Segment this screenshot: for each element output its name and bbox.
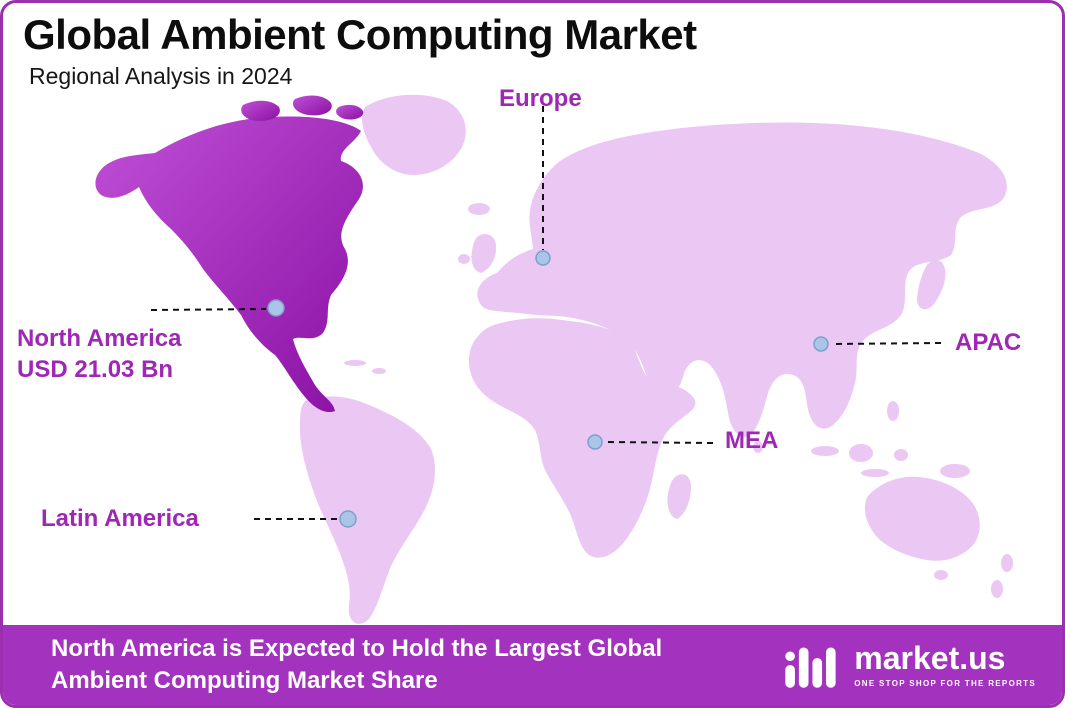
label-north-america: North America USD 21.03 Bn (17, 323, 181, 385)
region-ireland (458, 254, 470, 264)
marker-europe (535, 250, 551, 266)
region-africa (468, 318, 696, 558)
region-arctic-island-1 (241, 100, 280, 121)
brand-text: market.us ONE STOP SHOP FOR THE REPORTS (854, 642, 1036, 688)
region-japan (917, 260, 946, 310)
marker-latin-america (339, 510, 357, 528)
marker-north-america (267, 299, 285, 317)
region-arctic-island-3 (336, 104, 364, 120)
label-apac: APAC (955, 329, 1022, 356)
region-new-zealand-south (991, 580, 1003, 598)
region-cuba (344, 360, 366, 366)
region-eurasia (477, 122, 1007, 437)
label-mea: MEA (725, 427, 779, 454)
leader-line-mea (604, 441, 714, 444)
label-north-america-value: USD 21.03 Bn (17, 356, 174, 384)
footer-bar: North America is Expected to Hold the La… (3, 625, 1062, 705)
region-arctic-island-2 (292, 95, 332, 116)
region-new-zealand-north (1001, 554, 1013, 572)
page-title: Global Ambient Computing Market (23, 11, 697, 58)
region-australia (864, 476, 980, 561)
brand-block: market.us ONE STOP SHOP FOR THE REPORTS (784, 641, 1036, 689)
marker-mea (587, 434, 603, 450)
region-sulawesi (894, 449, 908, 461)
region-sumatra (811, 446, 839, 456)
leader-line-apac (830, 342, 942, 345)
region-borneo (849, 444, 873, 462)
region-south-america (299, 396, 436, 624)
region-uk (471, 234, 497, 273)
region-sri-lanka (753, 441, 763, 453)
marker-apac (813, 336, 829, 352)
market-us-logo-icon (785, 647, 836, 688)
region-greenland (362, 94, 466, 175)
label-north-america-name: North America (17, 325, 182, 352)
region-madagascar (667, 474, 691, 519)
region-new-guinea (940, 464, 970, 478)
region-hispaniola (372, 368, 386, 374)
footer-note: North America is Expected to Hold the La… (51, 634, 663, 694)
brand-tagline: ONE STOP SHOP FOR THE REPORTS (854, 679, 1036, 688)
region-tasmania (934, 570, 948, 580)
world-map (95, 94, 1013, 624)
region-iceland (468, 203, 490, 215)
region-philippines (887, 401, 899, 421)
region-north-america (95, 116, 363, 413)
brand-name: market.us (854, 640, 1006, 676)
page-subtitle: Regional Analysis in 2024 (29, 63, 293, 89)
label-latin-america: Latin America (41, 505, 199, 532)
leader-line-north-america (150, 308, 267, 311)
label-europe: Europe (499, 85, 582, 112)
region-java (861, 469, 889, 477)
